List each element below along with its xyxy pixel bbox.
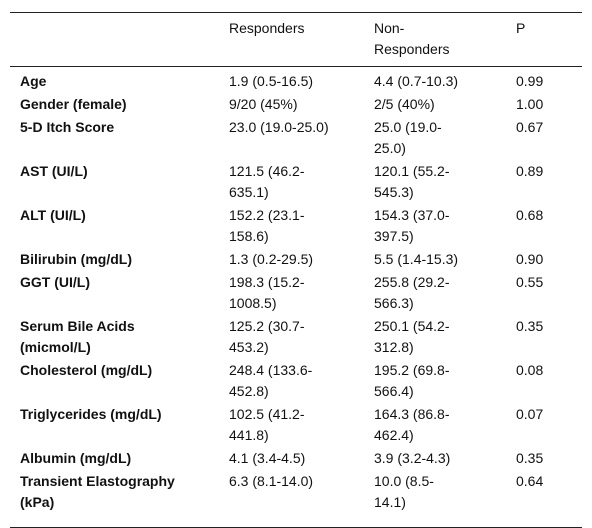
table-body: Age 1.9 (0.5-16.5) 4.4 (0.7-10.3) 0.99 Gende… [10, 67, 582, 528]
row-label: ALT (UI/L) [20, 207, 86, 223]
row-label: AST (UI/L) [20, 163, 88, 179]
table-cell: 2/5 (40%) [374, 96, 435, 112]
table-cell: 1.00 [516, 96, 544, 112]
table-cell: 0.35 [516, 450, 544, 466]
table-cell: 164.3 (86.8-462.4) [374, 406, 450, 443]
table-cell: 198.3 (15.2-1008.5) [229, 274, 305, 311]
table-cell: 5.5 (1.4-15.3) [374, 251, 459, 267]
table-row: Serum Bile Acids (micmol/L) 125.2 (30.7-4… [10, 315, 582, 359]
header-cell: Non-Responders [374, 20, 450, 57]
table-row: Albumin (mg/dL) 4.1 (3.4-4.5) 3.9 (3.2-4.3… [10, 447, 582, 470]
table-cell: 0.67 [516, 119, 544, 135]
table-cell: 0.90 [516, 251, 544, 267]
table-cell: 10.0 (8.5-14.1) [374, 473, 434, 510]
row-label: Cholesterol (mg/dL) [20, 362, 153, 378]
table-cell: 0.89 [516, 163, 544, 179]
table-row: Cholesterol (mg/dL) 248.4 (133.6-452.8) 19… [10, 359, 582, 403]
data-table: Responders Non-Responders P Age 1.9 (0.5-16… [10, 12, 582, 528]
table-cell: 0.99 [516, 73, 544, 89]
row-label: GGT (UI/L) [20, 274, 90, 290]
table-cell: 0.55 [516, 274, 544, 290]
row-label: Triglycerides (mg/dL) [20, 406, 162, 422]
header-cell [10, 13, 219, 67]
row-label: Age [20, 73, 47, 89]
table-row: Bilirubin (mg/dL) 1.3 (0.2-29.5) 5.5 (1.4-… [10, 248, 582, 271]
table-cell: 23.0 (19.0-25.0) [229, 119, 329, 135]
table-cell: 0.07 [516, 406, 544, 422]
row-label: Bilirubin (mg/dL) [20, 251, 132, 267]
table-row: GGT (UI/L) 198.3 (15.2-1008.5) 255.8 (29.2… [10, 271, 582, 315]
table-cell: 0.35 [516, 318, 544, 334]
table-cell: 125.2 (30.7-453.2) [229, 318, 305, 355]
table-cell: 250.1 (54.2-312.8) [374, 318, 450, 355]
table-cell: 1.3 (0.2-29.5) [229, 251, 314, 267]
table-cell: 195.2 (69.8-566.4) [374, 362, 450, 399]
row-label: Gender (female) [20, 96, 127, 112]
table-cell: 0.64 [516, 473, 544, 489]
table-cell: 102.5 (41.2-441.8) [229, 406, 305, 443]
row-label: Serum Bile Acids (micmol/L) [20, 318, 135, 355]
table-cell: 248.4 (133.6-452.8) [229, 362, 313, 399]
table-cell: 0.08 [516, 362, 544, 378]
table-cell: 3.9 (3.2-4.3) [374, 450, 451, 466]
table-cell: 4.1 (3.4-4.5) [229, 450, 306, 466]
table-row: AST (UI/L) 121.5 (46.2-635.1) 120.1 (55.2-… [10, 160, 582, 204]
row-label: 5-D Itch Score [20, 119, 115, 135]
table-row: Gender (female) 9/20 (45%) 2/5 (40%) 1.00 [10, 93, 582, 116]
table-row: Triglycerides (mg/dL) 102.5 (41.2-441.8) 1… [10, 403, 582, 447]
table-row: Transient Elastography (kPa) 6.3 (8.1-14.… [10, 470, 582, 528]
table-cell: 121.5 (46.2-635.1) [229, 163, 305, 200]
table-cell: 25.0 (19.0-25.0) [374, 119, 442, 156]
table-cell: 152.2 (23.1-158.6) [229, 207, 305, 244]
table-row: Age 1.9 (0.5-16.5) 4.4 (0.7-10.3) 0.99 [10, 67, 582, 94]
table-cell: 9/20 (45%) [229, 96, 298, 112]
row-label: Albumin (mg/dL) [20, 450, 132, 466]
table-cell: 6.3 (8.1-14.0) [229, 473, 314, 489]
header-row: Responders Non-Responders P [10, 13, 582, 67]
table-cell: 255.8 (29.2-566.3) [374, 274, 450, 311]
table-cell: 4.4 (0.7-10.3) [374, 73, 459, 89]
table-cell: 1.9 (0.5-16.5) [229, 73, 314, 89]
header-cell: Responders [229, 20, 305, 36]
table-cell: 120.1 (55.2-545.3) [374, 163, 450, 200]
table-row: ALT (UI/L) 152.2 (23.1-158.6) 154.3 (37.0-… [10, 204, 582, 248]
table-cell: 0.68 [516, 207, 544, 223]
row-label: Transient Elastography (kPa) [20, 473, 175, 510]
table-cell: 154.3 (37.0-397.5) [374, 207, 450, 244]
header-cell: P [516, 20, 526, 36]
table-row: 5-D Itch Score 23.0 (19.0-25.0) 25.0 (19.0… [10, 116, 582, 160]
